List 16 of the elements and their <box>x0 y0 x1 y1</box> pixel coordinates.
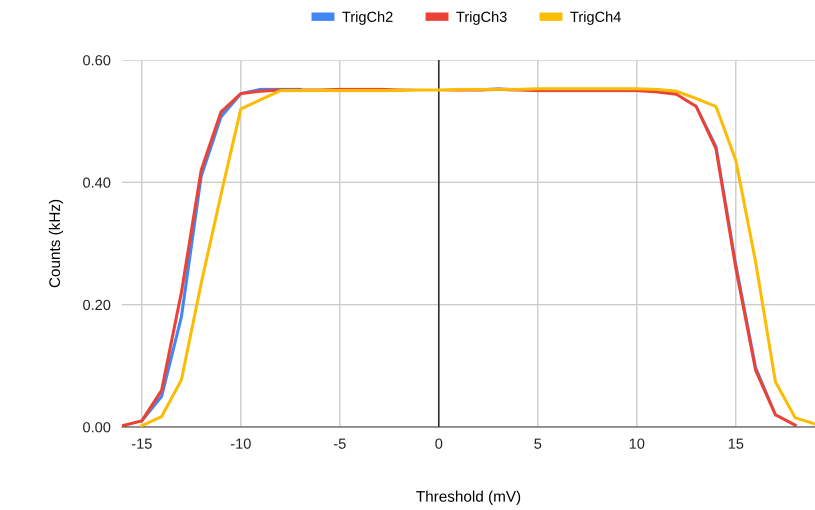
legend-label: TrigCh3 <box>456 11 507 25</box>
x-tick-label: 0 <box>435 438 442 449</box>
legend-label: TrigCh2 <box>342 11 393 25</box>
y-tick-label: 0.40 <box>83 177 110 188</box>
x-tick-label: 15 <box>728 438 744 449</box>
y-tick-label: 0.60 <box>83 55 110 66</box>
legend-label: TrigCh4 <box>570 11 621 25</box>
x-tick-label: -10 <box>230 438 251 449</box>
y-tick-label: 0.00 <box>83 422 110 432</box>
x-tick-label: 5 <box>534 438 542 449</box>
y-axis-title: Counts (kHz) <box>48 200 64 288</box>
x-tick-label: 10 <box>630 438 644 449</box>
x-axis-title: Threshold (mV) <box>416 490 520 505</box>
x-tick-label: -15 <box>132 438 152 449</box>
y-tick-label: 0.20 <box>83 300 110 310</box>
x-tick-label: -5 <box>334 438 346 449</box>
